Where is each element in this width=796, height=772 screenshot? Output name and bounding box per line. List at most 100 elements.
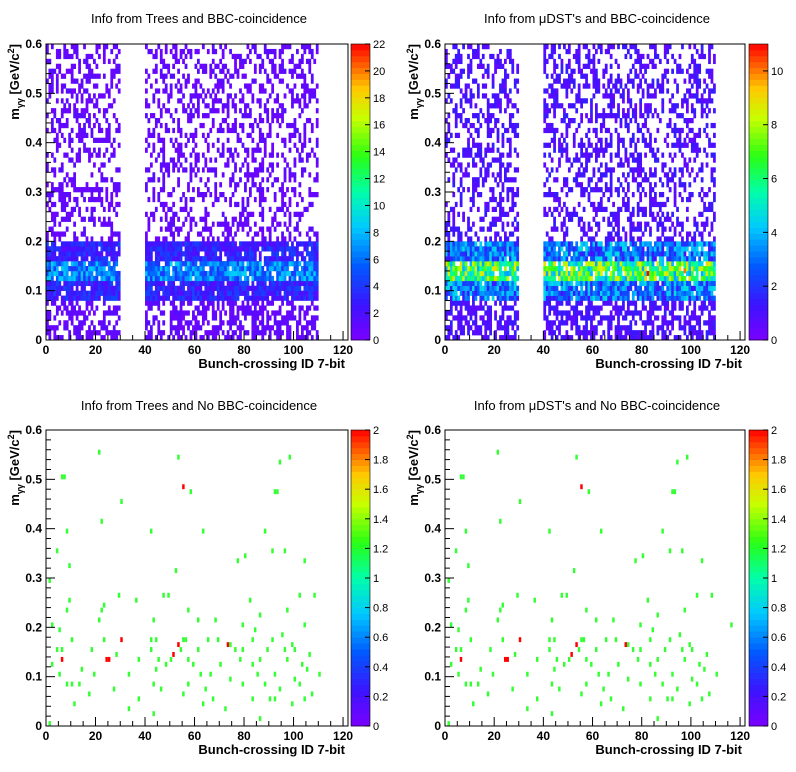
heatmap-cell bbox=[221, 192, 225, 198]
heatmap-cell bbox=[268, 152, 272, 158]
heatmap-cell bbox=[199, 241, 203, 247]
heatmap-cell bbox=[273, 280, 277, 287]
heatmap-cell bbox=[582, 266, 586, 272]
heatmap-cell bbox=[239, 290, 242, 296]
heatmap-cell bbox=[592, 167, 596, 173]
heatmap-cell bbox=[73, 206, 77, 213]
heatmap-cell bbox=[239, 58, 242, 65]
heatmap-cell bbox=[560, 142, 564, 148]
heatmap-cell bbox=[575, 98, 579, 104]
heatmap-cell bbox=[231, 261, 235, 267]
heatmap-cell bbox=[513, 103, 517, 109]
heatmap-cell bbox=[214, 275, 218, 282]
heatmap-cell bbox=[570, 315, 574, 321]
color-scale-step bbox=[351, 292, 370, 299]
heatmap-cell bbox=[93, 113, 96, 119]
heatmap-cell bbox=[157, 177, 161, 183]
heatmap-cell bbox=[239, 275, 242, 282]
heatmap-cell bbox=[486, 172, 490, 178]
heatmap-cell bbox=[197, 68, 200, 74]
heatmap-cell bbox=[592, 251, 596, 257]
heatmap-cell bbox=[548, 122, 552, 129]
heatmap-cell bbox=[164, 285, 168, 291]
heatmap-cell bbox=[152, 300, 156, 306]
heatmap-cell bbox=[447, 285, 451, 291]
heatmap-cell bbox=[107, 88, 111, 94]
heatmap-cell bbox=[508, 320, 512, 326]
heatmap-cell bbox=[308, 261, 312, 267]
heatmap-cell bbox=[189, 221, 193, 227]
heatmap-cell bbox=[253, 231, 257, 237]
heatmap-cell bbox=[253, 182, 257, 188]
heatmap-cell bbox=[73, 177, 77, 183]
heatmap-cell bbox=[300, 157, 304, 163]
heatmap-cell bbox=[303, 167, 307, 173]
heatmap-cell bbox=[577, 142, 581, 148]
heatmap-cell bbox=[226, 68, 230, 74]
heatmap-cell bbox=[585, 113, 588, 119]
heatmap-cell bbox=[457, 275, 461, 282]
heatmap-cell bbox=[479, 285, 483, 291]
heatmap-cell bbox=[226, 261, 230, 267]
heatmap-cell bbox=[214, 280, 218, 287]
heatmap-cell bbox=[75, 108, 79, 114]
heatmap-cell bbox=[467, 295, 470, 301]
heatmap-cell bbox=[201, 152, 205, 158]
heatmap-cell bbox=[169, 231, 173, 237]
heatmap-cell bbox=[496, 280, 500, 287]
heatmap-cell bbox=[457, 266, 461, 272]
heatmap-cell bbox=[293, 127, 297, 134]
color-scale-step bbox=[351, 239, 370, 246]
heatmap-cell bbox=[145, 147, 148, 153]
heatmap-cell bbox=[159, 251, 163, 257]
heatmap-cell bbox=[580, 113, 584, 119]
heatmap-cell bbox=[286, 315, 289, 321]
heatmap-cell bbox=[511, 251, 515, 257]
heatmap-cell bbox=[457, 162, 461, 168]
heatmap-cell bbox=[184, 108, 188, 114]
heatmap-cell bbox=[587, 330, 591, 336]
heatmap-cell bbox=[506, 290, 510, 296]
heatmap-cell bbox=[310, 246, 314, 252]
heatmap-cell bbox=[447, 216, 451, 222]
heatmap-cell bbox=[592, 73, 596, 79]
heatmap-cell bbox=[298, 192, 302, 198]
heatmap-cell bbox=[445, 310, 448, 316]
heatmap-cell bbox=[194, 315, 198, 321]
heatmap-cell bbox=[95, 98, 99, 104]
heatmap-cell bbox=[445, 270, 448, 277]
color-scale-step bbox=[351, 103, 370, 110]
heatmap-cell bbox=[496, 93, 500, 99]
heatmap-cell bbox=[449, 300, 453, 306]
heatmap-cell bbox=[585, 167, 588, 173]
heatmap-cell bbox=[489, 251, 493, 257]
heatmap-cell bbox=[445, 241, 448, 247]
heatmap-cell bbox=[449, 275, 453, 282]
heatmap-cell bbox=[145, 266, 148, 272]
heatmap-cell bbox=[174, 310, 178, 316]
heatmap-cell bbox=[607, 330, 611, 336]
heatmap-cell bbox=[231, 236, 235, 242]
heatmap-cell bbox=[281, 330, 284, 336]
heatmap-cell bbox=[199, 310, 203, 316]
heatmap-cell bbox=[575, 275, 579, 282]
heatmap-cell bbox=[543, 88, 547, 94]
heatmap-cell bbox=[474, 290, 478, 296]
heatmap-cell bbox=[276, 206, 279, 213]
heatmap-cell bbox=[449, 290, 453, 296]
heatmap-cell bbox=[58, 280, 62, 287]
heatmap-cell bbox=[187, 236, 190, 242]
heatmap-cell bbox=[63, 261, 67, 267]
heatmap-cell bbox=[53, 280, 57, 287]
heatmap-cell bbox=[107, 330, 111, 336]
heatmap-cell bbox=[50, 285, 54, 291]
heatmap-cell bbox=[258, 53, 262, 60]
heatmap-cell bbox=[169, 192, 173, 198]
heatmap-cell bbox=[303, 98, 307, 104]
heatmap-cell bbox=[496, 132, 500, 139]
heatmap-cell bbox=[449, 325, 453, 331]
heatmap-cell bbox=[258, 103, 262, 109]
heatmap-cell bbox=[577, 256, 581, 262]
heatmap-cell bbox=[65, 305, 69, 311]
heatmap-cell bbox=[224, 226, 228, 232]
